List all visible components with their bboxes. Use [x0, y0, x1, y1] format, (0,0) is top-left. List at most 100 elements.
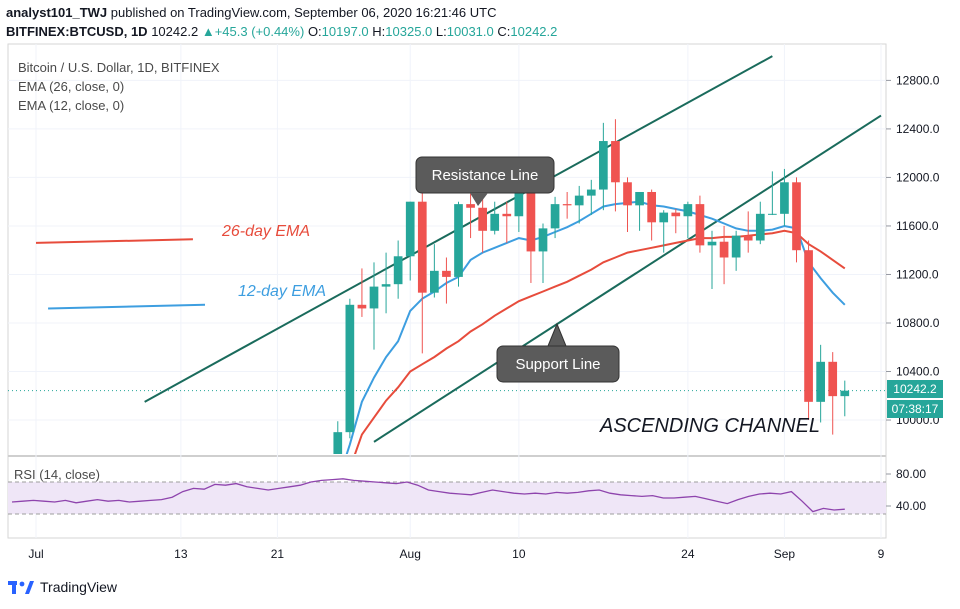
- candle: [550, 196, 560, 239]
- candle: [792, 177, 801, 263]
- x-tick-label: Aug: [400, 547, 421, 561]
- low-value: 10031.0: [446, 24, 494, 39]
- support-line: [373, 114, 882, 443]
- countdown-tag: [887, 400, 943, 418]
- y-tick-label: 12400.0: [896, 122, 940, 136]
- candle-body: [393, 256, 403, 285]
- y-tick-label: 12000.0: [896, 170, 940, 184]
- candle: [454, 201, 463, 287]
- candle-body: [719, 241, 729, 258]
- candle: [828, 352, 838, 435]
- candle: [442, 257, 451, 304]
- candle-body: [683, 204, 693, 217]
- candle: [538, 223, 548, 283]
- rsi-label: RSI (14, close): [14, 467, 100, 482]
- candle-body: [755, 213, 765, 241]
- up-triangle-icon: ▲: [201, 24, 215, 39]
- candle-body: [526, 189, 536, 252]
- candle-body: [671, 212, 681, 217]
- rsi-line: [11, 478, 845, 513]
- candle: [490, 201, 500, 235]
- candle-body: [454, 204, 463, 277]
- resistance-callout-pointer: [470, 193, 488, 206]
- candle-body: [743, 235, 753, 241]
- candle: [369, 262, 379, 350]
- price-pane[interactable]: [8, 55, 886, 495]
- legend-ema26: EMA (26, close, 0): [18, 79, 124, 94]
- candle-body: [647, 191, 656, 223]
- ema12-sample-line: [48, 303, 206, 310]
- price-tags: 10242.2 07:38:17: [887, 380, 943, 418]
- candle-body: [514, 189, 524, 217]
- candle: [405, 201, 415, 281]
- x-tick-label: Jul: [28, 547, 43, 561]
- candle: [623, 177, 632, 233]
- close-label: C:: [497, 24, 511, 39]
- candle-body: [430, 270, 439, 293]
- brand-name: TradingView: [40, 579, 118, 595]
- candle-body: [792, 182, 801, 251]
- candle-body: [768, 213, 777, 215]
- candle: [695, 195, 705, 253]
- candle: [502, 201, 512, 243]
- candle: [586, 179, 596, 216]
- rsi-pane[interactable]: [8, 478, 886, 515]
- high-value: 10325.0: [385, 24, 433, 39]
- last-price: 10242.2: [151, 24, 199, 39]
- annotations: Bitcoin / U.S. Dollar, 1D, BITFINEX EMA …: [14, 60, 820, 482]
- rsi-tick-label: 40.00: [896, 499, 926, 513]
- candle: [659, 210, 669, 253]
- support-label: Support Line: [515, 356, 600, 373]
- candle: [768, 171, 777, 216]
- axes: 12800.0 12400.0 12000.0 11600.0 11200.0 10800…: [28, 73, 939, 561]
- candle-body: [538, 228, 548, 252]
- ema26-sample-line: [35, 238, 193, 244]
- candle-body: [345, 304, 355, 433]
- author-name[interactable]: analyst101_TWJ: [6, 5, 108, 20]
- countdown-tag-text: 07:38:17: [892, 402, 939, 416]
- candle: [393, 240, 403, 299]
- candle: [731, 230, 741, 271]
- candle-body: [816, 361, 825, 402]
- candle-body: [442, 270, 451, 277]
- symbol-header: BITFINEX:BTCUSD, 1D 10242.2 ▲+45.3 (+0.4…: [6, 24, 557, 39]
- candle-body: [611, 141, 620, 183]
- publish-info: published on TradingView.com, September …: [110, 5, 497, 20]
- open-label: O:: [307, 24, 322, 39]
- candle-body: [466, 204, 475, 208]
- candle: [333, 421, 343, 454]
- legend-title: Bitcoin / U.S. Dollar, 1D, BITFINEX: [18, 60, 220, 75]
- publish-header: analyst101_TWJ published on TradingView.…: [6, 5, 496, 20]
- candle: [357, 268, 367, 317]
- resistance-label: Resistance Line: [432, 167, 539, 184]
- candle-body: [804, 250, 813, 402]
- candle-body: [659, 212, 669, 223]
- candle: [599, 122, 608, 211]
- tradingview-logo-icon: [8, 581, 34, 594]
- brand[interactable]: TradingView: [8, 578, 117, 596]
- candle: [466, 189, 475, 239]
- x-tick-label: Sep: [774, 547, 796, 561]
- support-callout-pointer: [547, 322, 567, 347]
- candle: [417, 165, 427, 354]
- x-tick-label: 24: [681, 547, 695, 561]
- candle: [574, 185, 584, 224]
- grid: [8, 44, 886, 538]
- x-tick-label: 21: [271, 547, 285, 561]
- candle-body: [599, 141, 608, 190]
- x-tick-label: 9: [878, 547, 885, 561]
- candle: [755, 201, 765, 245]
- candle: [478, 199, 487, 253]
- candle-body: [357, 304, 367, 309]
- candle: [611, 119, 620, 212]
- high-label: H:: [372, 24, 386, 39]
- channel-label: ASCENDING CHANNEL: [599, 415, 820, 437]
- symbol-name[interactable]: BITFINEX:BTCUSD, 1D: [6, 24, 148, 39]
- legend-ema12: EMA (12, close, 0): [18, 98, 124, 113]
- candle-body: [502, 213, 512, 217]
- y-tick-label: 10400.0: [896, 365, 940, 379]
- open-value: 10197.0: [321, 24, 369, 39]
- candle: [804, 240, 813, 421]
- candle-body: [478, 207, 487, 231]
